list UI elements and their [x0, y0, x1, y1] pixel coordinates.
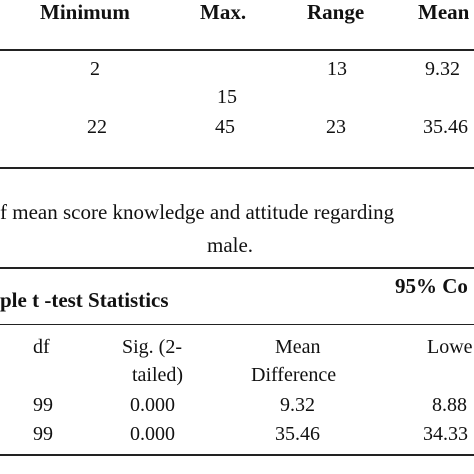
table2-row1-df: 99: [33, 394, 53, 416]
table2-row2-df: 99: [33, 423, 53, 445]
col-header-sig-line2: tailed): [132, 364, 184, 386]
table1-bottom-rule: [0, 167, 474, 169]
ci-label: 95% Co: [395, 274, 468, 298]
table1-row2-max: 45: [215, 116, 235, 138]
col-header-df: df: [33, 336, 50, 358]
table1-row1-range: 13: [327, 58, 347, 80]
table2-row1-sig: 0.000: [130, 394, 175, 416]
table1-row2-mean: 35.46: [423, 116, 468, 138]
table1-row1-max: 15: [217, 86, 237, 108]
caption-line2: male.: [207, 233, 254, 257]
col-header-max: Max.: [200, 0, 247, 24]
caption-line1: f mean score knowledge and attitude rega…: [0, 200, 395, 224]
col-header-md-line1: Mean: [275, 336, 321, 358]
table1-row1-minimum: 2: [90, 58, 100, 80]
table2-row1-lower: 8.88: [432, 394, 467, 416]
table2-bottom-rule: [0, 454, 474, 456]
col-header-minimum: Minimum: [40, 0, 130, 24]
table2-row2-sig: 0.000: [130, 423, 175, 445]
col-header-sig-line1: Sig. (2-: [122, 336, 182, 358]
table1-header-rule: [0, 49, 474, 51]
table2-top-rule: [0, 267, 474, 269]
table2-row2-lower: 34.33: [423, 423, 468, 445]
col-header-mean: Mean: [418, 0, 470, 24]
table2-row1-md: 9.32: [280, 394, 315, 416]
table2-title: ple t -test Statistics: [0, 288, 169, 312]
table1-row2-minimum: 22: [87, 116, 107, 138]
col-header-md-line2: Difference: [251, 364, 337, 386]
col-header-range: Range: [307, 0, 365, 24]
table2-row2-md: 35.46: [275, 423, 320, 445]
col-header-lower: Lowe: [427, 336, 473, 358]
table1-row1-mean: 9.32: [425, 58, 460, 80]
table2-title-rule: [0, 324, 474, 325]
table1-row2-range: 23: [326, 116, 346, 138]
